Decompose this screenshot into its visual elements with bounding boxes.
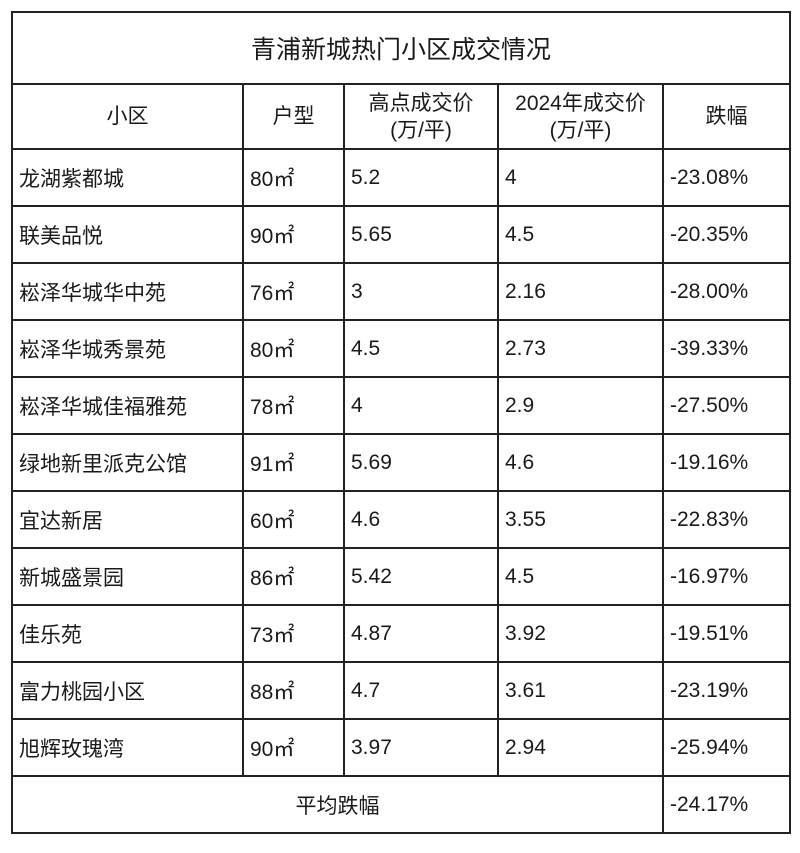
table-cell: 4.6 <box>497 433 664 492</box>
table-cell: 宜达新居 <box>11 490 244 549</box>
table-cell: 3.61 <box>497 661 664 720</box>
table-cell: 4.6 <box>343 490 499 549</box>
table-cell: 2.94 <box>497 718 664 777</box>
table-cell: 龙湖紫都城 <box>11 148 244 207</box>
table-cell: 联美品悦 <box>11 205 244 264</box>
table-cell: 崧泽华城华中苑 <box>11 262 244 321</box>
table-cell: 4 <box>497 148 664 207</box>
column-header: 户型 <box>242 83 345 150</box>
table-cell: 3.55 <box>497 490 664 549</box>
table-row: 旭辉玫瑰湾 90㎡ 3.97 2.94 -25.94% <box>11 718 792 777</box>
table-cell: 崧泽华城佳福雅苑 <box>11 376 244 435</box>
table-cell: -16.97% <box>661 547 792 606</box>
column-header: 2024年成交价 (万/平) <box>497 83 664 150</box>
table-cell: 富力桃园小区 <box>11 661 244 720</box>
table-cell: -20.35% <box>661 205 792 264</box>
table-cell: -19.16% <box>661 433 792 492</box>
column-header: 跌幅 <box>661 83 792 150</box>
table-cell: 佳乐苑 <box>11 604 244 663</box>
table-cell: 4.5 <box>497 547 664 606</box>
table-cell: 绿地新里派克公馆 <box>11 433 244 492</box>
transactions-table: 青浦新城热门小区成交情况 小区 户型 高点成交价 (万/平) 2024年成交价 (万/平)… <box>10 11 792 834</box>
table-cell: 90㎡ <box>242 205 345 264</box>
table-cell: 5.2 <box>343 148 499 207</box>
table-cell: 4.5 <box>343 319 499 378</box>
table-cell: 2.73 <box>497 319 664 378</box>
table-cell: 80㎡ <box>242 319 345 378</box>
table-cell: 崧泽华城秀景苑 <box>11 319 244 378</box>
table-cell: 90㎡ <box>242 718 345 777</box>
table-cell: 76㎡ <box>242 262 345 321</box>
table-cell: 2.9 <box>497 376 664 435</box>
table-row: 崧泽华城秀景苑 80㎡ 4.5 2.73 -39.33% <box>11 319 792 378</box>
table-cell: 5.65 <box>343 205 499 264</box>
table-cell: 4.87 <box>343 604 499 663</box>
table-cell: -25.94% <box>661 718 792 777</box>
table-cell: 4 <box>343 376 499 435</box>
table-row: 富力桃园小区 88㎡ 4.7 3.61 -23.19% <box>11 661 792 720</box>
table-cell: 88㎡ <box>242 661 345 720</box>
column-header: 高点成交价 (万/平) <box>343 83 499 150</box>
table-row: 龙湖紫都城 80㎡ 5.2 4 -23.08% <box>11 148 792 207</box>
table-cell: 91㎡ <box>242 433 345 492</box>
table-cell: 60㎡ <box>242 490 345 549</box>
table-row: 宜达新居 60㎡ 4.6 3.55 -22.83% <box>11 490 792 549</box>
table-title: 青浦新城热门小区成交情况 <box>10 11 792 85</box>
table-row: 新城盛景园 86㎡ 5.42 4.5 -16.97% <box>11 547 792 606</box>
table-cell: 5.69 <box>343 433 499 492</box>
table-row: 崧泽华城佳福雅苑 78㎡ 4 2.9 -27.50% <box>11 376 792 435</box>
table-cell: 旭辉玫瑰湾 <box>11 718 244 777</box>
table-cell: 4.7 <box>343 661 499 720</box>
table-cell: -19.51% <box>661 604 792 663</box>
table-cell: -23.19% <box>661 661 792 720</box>
table-cell: 2.16 <box>497 262 664 321</box>
table-cell: 3.97 <box>343 718 499 777</box>
table-cell: 新城盛景园 <box>11 547 244 606</box>
table-cell: 73㎡ <box>242 604 345 663</box>
table-cell: -23.08% <box>661 148 792 207</box>
table-cell: 5.42 <box>343 547 499 606</box>
table-cell: 86㎡ <box>242 547 345 606</box>
table-cell: -28.00% <box>661 262 792 321</box>
table-cell: 80㎡ <box>242 148 345 207</box>
table-cell: -39.33% <box>661 319 792 378</box>
table-cell: 3.92 <box>497 604 664 663</box>
table-cell: 78㎡ <box>242 376 345 435</box>
average-label: 平均跌幅 <box>11 775 664 834</box>
table-row: 联美品悦 90㎡ 5.65 4.5 -20.35% <box>11 205 792 264</box>
table-row: 崧泽华城华中苑 76㎡ 3 2.16 -28.00% <box>11 262 792 321</box>
table-cell: -27.50% <box>661 376 792 435</box>
table-cell: 3 <box>343 262 499 321</box>
table-row: 绿地新里派克公馆 91㎡ 5.69 4.6 -19.16% <box>11 433 792 492</box>
table-cell: 4.5 <box>497 205 664 264</box>
table-cell: -22.83% <box>661 490 792 549</box>
average-value: -24.17% <box>661 775 792 834</box>
column-header: 小区 <box>11 83 244 150</box>
table-row: 佳乐苑 73㎡ 4.87 3.92 -19.51% <box>11 604 792 663</box>
